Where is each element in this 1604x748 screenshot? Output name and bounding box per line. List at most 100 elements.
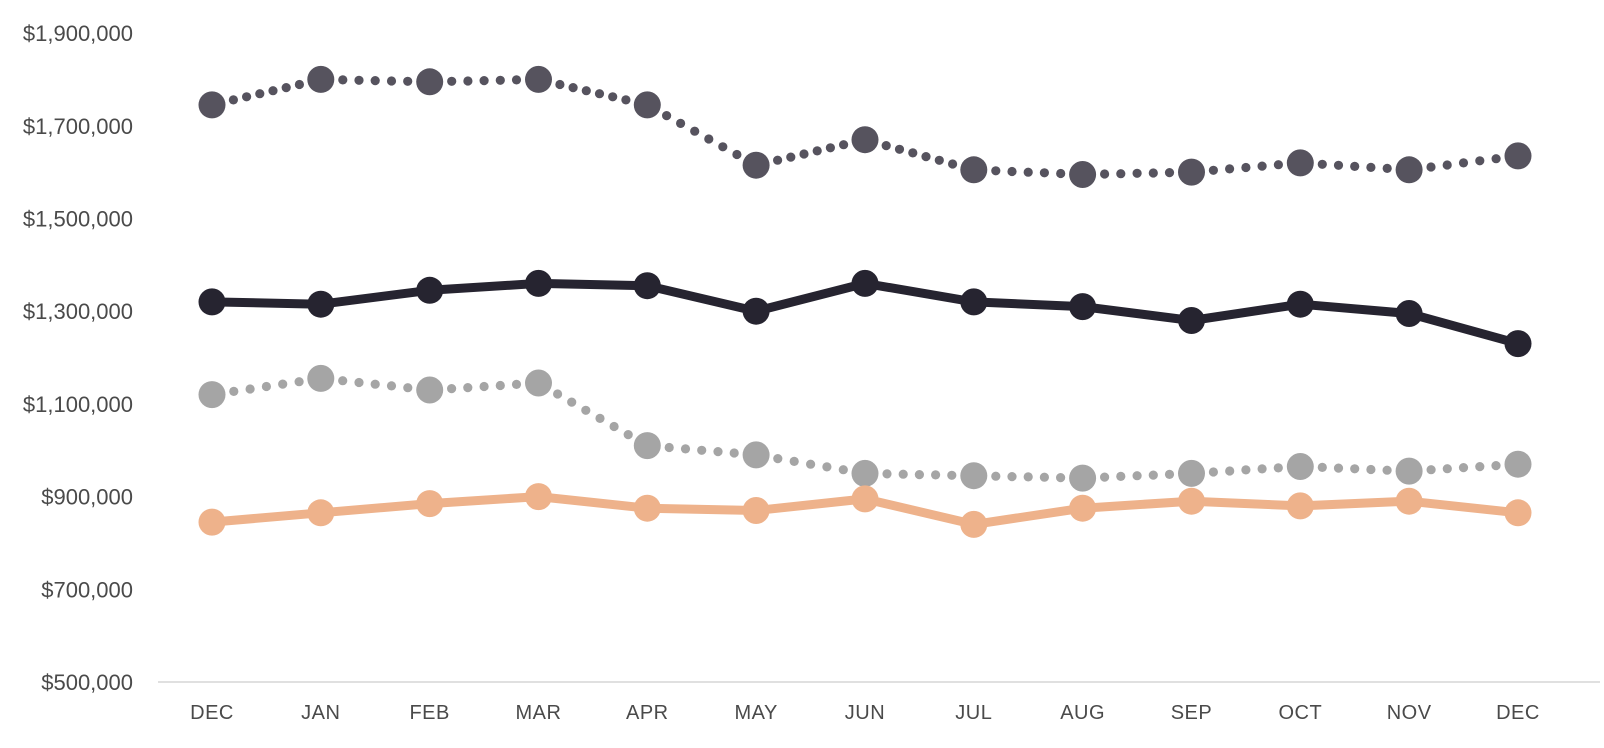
dotted-line-dot <box>773 155 783 165</box>
dotted-line-dot <box>623 430 633 440</box>
dotted-line-dot <box>581 405 591 415</box>
dotted-line-dot <box>338 376 348 386</box>
dotted-line-dot <box>621 95 631 105</box>
y-axis-tick-label: $900,000 <box>41 485 133 510</box>
dotted-line-dot <box>1366 464 1376 475</box>
dotted-line-dot <box>1116 169 1126 179</box>
data-point-marker-black-solid <box>851 269 879 297</box>
data-point-marker-gray-dotted <box>633 432 661 460</box>
dotted-line-dot <box>1257 161 1267 171</box>
dotted-line-dot <box>1225 466 1235 476</box>
dotted-line-dot <box>839 140 849 150</box>
data-point-marker-black-solid <box>1286 290 1314 318</box>
data-point-marker-black-solid <box>1178 307 1205 334</box>
dotted-line-dot <box>1225 164 1235 174</box>
data-point-marker-gray-dotted <box>198 381 226 409</box>
dotted-line-dot <box>1132 168 1142 178</box>
dotted-line-dot <box>1458 158 1469 168</box>
dotted-line-dot <box>1366 162 1376 172</box>
dotted-line-dot <box>1056 168 1066 179</box>
dotted-line-dot <box>567 397 577 407</box>
data-point-marker-gray-dotted <box>1069 464 1097 492</box>
dotted-line-dot <box>1475 462 1485 472</box>
dotted-line-dot <box>1148 470 1158 480</box>
y-axis-tick-label: $500,000 <box>41 670 133 695</box>
data-point-marker-orange-solid <box>1286 492 1314 520</box>
data-point-marker-upper-dark-dotted <box>960 156 988 184</box>
dotted-line-dot <box>354 75 364 85</box>
data-point-marker-upper-dark-dotted <box>416 68 444 96</box>
dotted-line-dot <box>1007 166 1017 177</box>
dotted-line-dot <box>261 381 271 392</box>
dotted-line-dot <box>1273 463 1283 473</box>
dotted-line-dot <box>1273 160 1283 170</box>
data-point-marker-gray-dotted <box>1504 450 1532 478</box>
dotted-line-dot <box>1426 465 1436 475</box>
dotted-line-dot <box>495 380 505 391</box>
data-point-marker-orange-solid <box>633 494 661 522</box>
dotted-line-dot <box>704 134 714 144</box>
dotted-line-dot <box>822 462 832 472</box>
dotted-line-dot <box>555 79 565 90</box>
dotted-line-dot <box>806 459 816 469</box>
x-axis-month-label: APR <box>626 702 669 724</box>
x-axis-month-label: DEC <box>1496 702 1540 724</box>
y-axis-tick-label: $1,300,000 <box>23 299 133 324</box>
dotted-line-dot <box>370 379 380 389</box>
dotted-line-dot <box>1382 465 1392 475</box>
y-axis-tick-label: $1,100,000 <box>23 392 133 417</box>
dotted-line-dot <box>1475 156 1485 166</box>
x-axis-month-label: AUG <box>1060 702 1105 724</box>
dotted-line-dot <box>228 95 238 105</box>
dotted-line-dot <box>908 148 918 158</box>
dotted-line-dot <box>1208 165 1218 175</box>
dotted-line-dot <box>1317 462 1327 472</box>
dotted-line-dot <box>812 146 822 156</box>
dotted-line-dot <box>479 76 489 86</box>
dotted-line-dot <box>1164 469 1175 479</box>
data-point-marker-upper-dark-dotted <box>742 151 770 179</box>
data-point-marker-black-solid <box>1069 293 1097 321</box>
x-axis-month-label: NOV <box>1387 702 1432 724</box>
dotted-line-dot <box>898 469 908 479</box>
dotted-line-dot <box>403 76 413 86</box>
dotted-line-dot <box>294 79 304 90</box>
dotted-line-dot <box>881 141 891 151</box>
data-point-marker-black-solid <box>1395 300 1423 327</box>
data-point-marker-upper-dark-dotted <box>1069 161 1097 188</box>
dotted-line-dot <box>1333 160 1344 170</box>
dotted-line-dot <box>1241 162 1251 173</box>
dotted-line-dot <box>595 413 605 423</box>
data-point-marker-black-solid <box>960 288 988 316</box>
dotted-line-dot <box>1257 464 1267 474</box>
data-point-marker-gray-dotted <box>525 369 552 397</box>
dotted-line-dot <box>838 465 848 475</box>
data-point-marker-black-solid <box>307 290 335 318</box>
dotted-line-dot <box>1007 472 1017 482</box>
dotted-line-dot <box>1132 471 1142 481</box>
dotted-line-dot <box>882 469 892 479</box>
dotted-line-dot <box>463 383 473 393</box>
dotted-line-dot <box>662 111 672 121</box>
dotted-line-dot <box>568 83 578 93</box>
dotted-line-dot <box>1100 472 1110 482</box>
data-point-marker-black-solid <box>525 269 552 297</box>
dotted-line-dot <box>370 76 380 86</box>
data-point-marker-gray-dotted <box>416 376 444 404</box>
dotted-line-dot <box>479 381 489 392</box>
data-point-marker-orange-solid <box>851 485 879 513</box>
x-axis-month-label: OCT <box>1278 702 1322 724</box>
data-point-marker-upper-dark-dotted <box>1504 142 1532 170</box>
data-point-marker-orange-solid <box>960 510 988 538</box>
dotted-line-dot <box>1039 168 1049 178</box>
dotted-line-dot <box>463 76 473 86</box>
dotted-line-dot <box>713 447 723 457</box>
dotted-line-dot <box>511 75 522 85</box>
dotted-line-dot <box>1039 472 1049 482</box>
data-point-marker-orange-solid <box>525 483 552 511</box>
dotted-line-dot <box>447 76 457 86</box>
data-point-marker-orange-solid <box>307 499 335 527</box>
data-point-marker-black-solid <box>198 288 226 316</box>
dotted-line-dot <box>495 75 505 85</box>
data-point-marker-upper-dark-dotted <box>1178 158 1205 186</box>
